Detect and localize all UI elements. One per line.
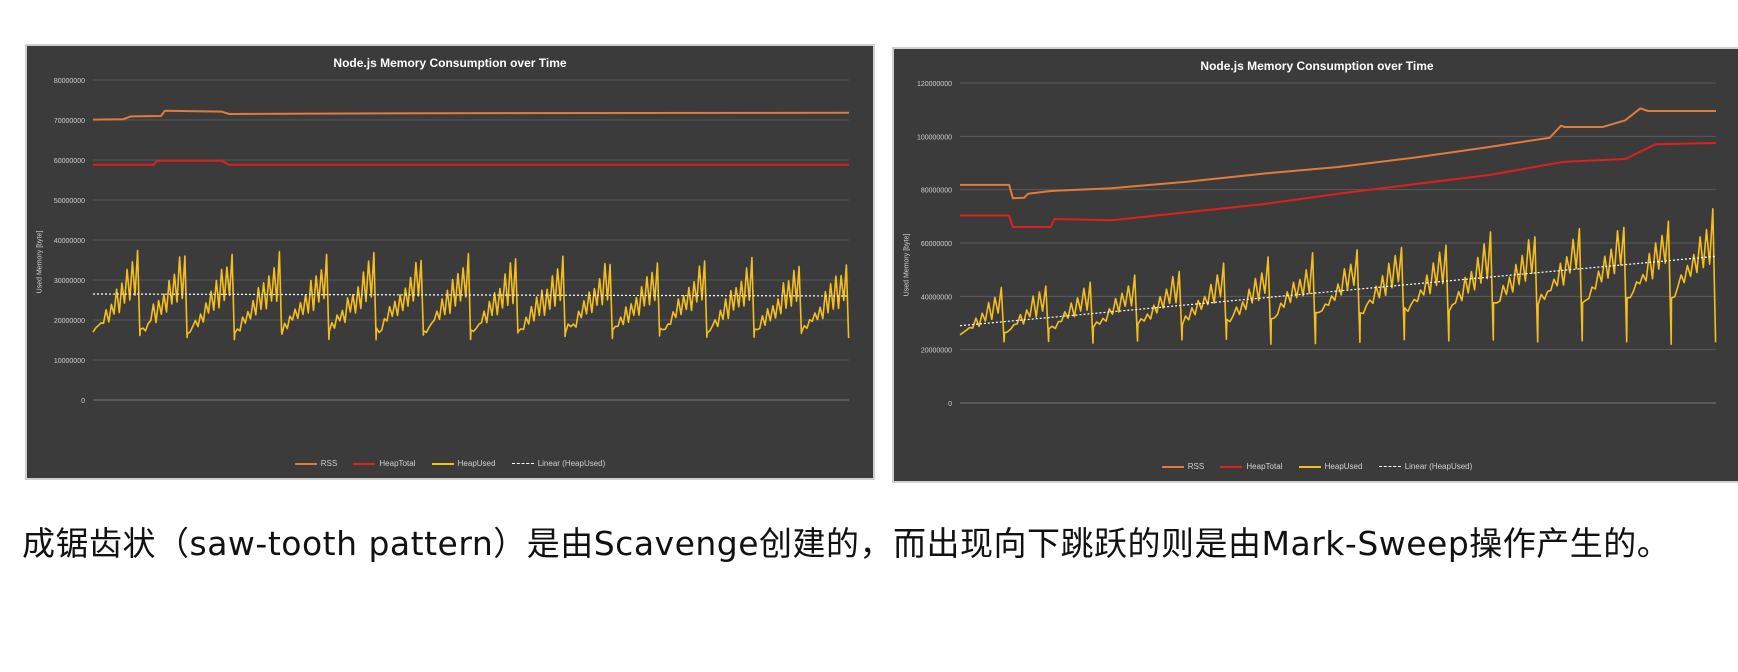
series-line-heapused <box>959 208 1717 345</box>
y-tick-label: 40000000 <box>921 294 952 301</box>
legend-label: RSS <box>1187 462 1205 471</box>
y-tick-label: 20000000 <box>54 318 85 325</box>
series-line-heaptotal <box>960 142 1717 228</box>
caption-text: 成锯齿状（saw-tooth pattern）是由Scavenge创建的，而出现… <box>22 524 1671 563</box>
legend-item-rss: RSS <box>294 459 338 468</box>
legend-label: HeapTotal <box>1246 462 1283 471</box>
y-tick-label: 0 <box>81 398 85 405</box>
y-tick-label: 10000000 <box>54 358 85 365</box>
legend-swatch <box>511 463 534 465</box>
series-line-heaptotal <box>93 159 849 166</box>
y-tick-label: 40000000 <box>54 238 85 245</box>
chart-panel-left: Node.js Memory Consumption over Time Use… <box>25 44 875 480</box>
y-tick-label: 100000000 <box>917 134 952 141</box>
y-tick-label: 50000000 <box>54 198 85 205</box>
chart-svg: 80000000 70000000 60000000 50000000 40000000… <box>54 78 850 405</box>
y-tick-label: 30000000 <box>54 278 85 285</box>
y-tick-label: 120000000 <box>917 81 952 88</box>
chart-title: Node.js Memory Consumption over Time <box>1200 59 1434 73</box>
y-tick-label: 80000000 <box>921 188 952 195</box>
legend-swatch <box>294 462 317 465</box>
chart-legend: RSS HeapTotal HeapUsed Linear (HeapUsed) <box>27 459 873 468</box>
legend-swatch <box>431 462 454 465</box>
chart-panel-right: Node.js Memory Consumption over Time Use… <box>892 47 1738 483</box>
legend-item-linear: Linear (HeapUsed) <box>1378 462 1473 471</box>
y-tick-label: 60000000 <box>921 241 952 248</box>
series-line-heapused <box>92 249 850 341</box>
legend-label: RSS <box>320 459 338 468</box>
y-tick-label: 20000000 <box>921 348 952 355</box>
y-tick-label: 70000000 <box>54 118 85 125</box>
chart-title: Node.js Memory Consumption over Time <box>333 56 567 70</box>
y-tick-label: 60000000 <box>54 158 85 165</box>
legend-label: HeapUsed <box>1324 462 1363 471</box>
legend-item-heaptotal: HeapTotal <box>353 459 415 468</box>
legend-label: Linear (HeapUsed) <box>1404 462 1473 471</box>
chart-legend: RSS HeapTotal HeapUsed Linear (HeapUsed) <box>894 462 1738 471</box>
legend-item-rss: RSS <box>1161 462 1205 471</box>
legend-item-heapused: HeapUsed <box>1298 462 1363 471</box>
series-line-rss <box>960 107 1716 200</box>
legend-swatch <box>1220 465 1243 468</box>
legend-swatch <box>1161 465 1184 468</box>
series-line-rss <box>92 109 850 121</box>
y-tick-label: 0 <box>948 401 952 408</box>
legend-label: HeapTotal <box>379 459 416 468</box>
series-line-linear-heapused <box>959 255 1717 327</box>
legend-swatch <box>1378 466 1401 468</box>
legend-label: Linear (HeapUsed) <box>537 459 606 468</box>
legend-swatch <box>353 462 376 465</box>
legend-swatch <box>1298 465 1321 468</box>
legend-item-linear: Linear (HeapUsed) <box>511 459 606 468</box>
y-tick-label: 80000000 <box>54 78 85 85</box>
chart-svg: 120000000 100000000 80000000 60000000 400000… <box>917 81 1717 408</box>
legend-item-heaptotal: HeapTotal <box>1220 462 1282 471</box>
legend-item-heapused: HeapUsed <box>431 459 496 468</box>
legend-label: HeapUsed <box>457 459 496 468</box>
